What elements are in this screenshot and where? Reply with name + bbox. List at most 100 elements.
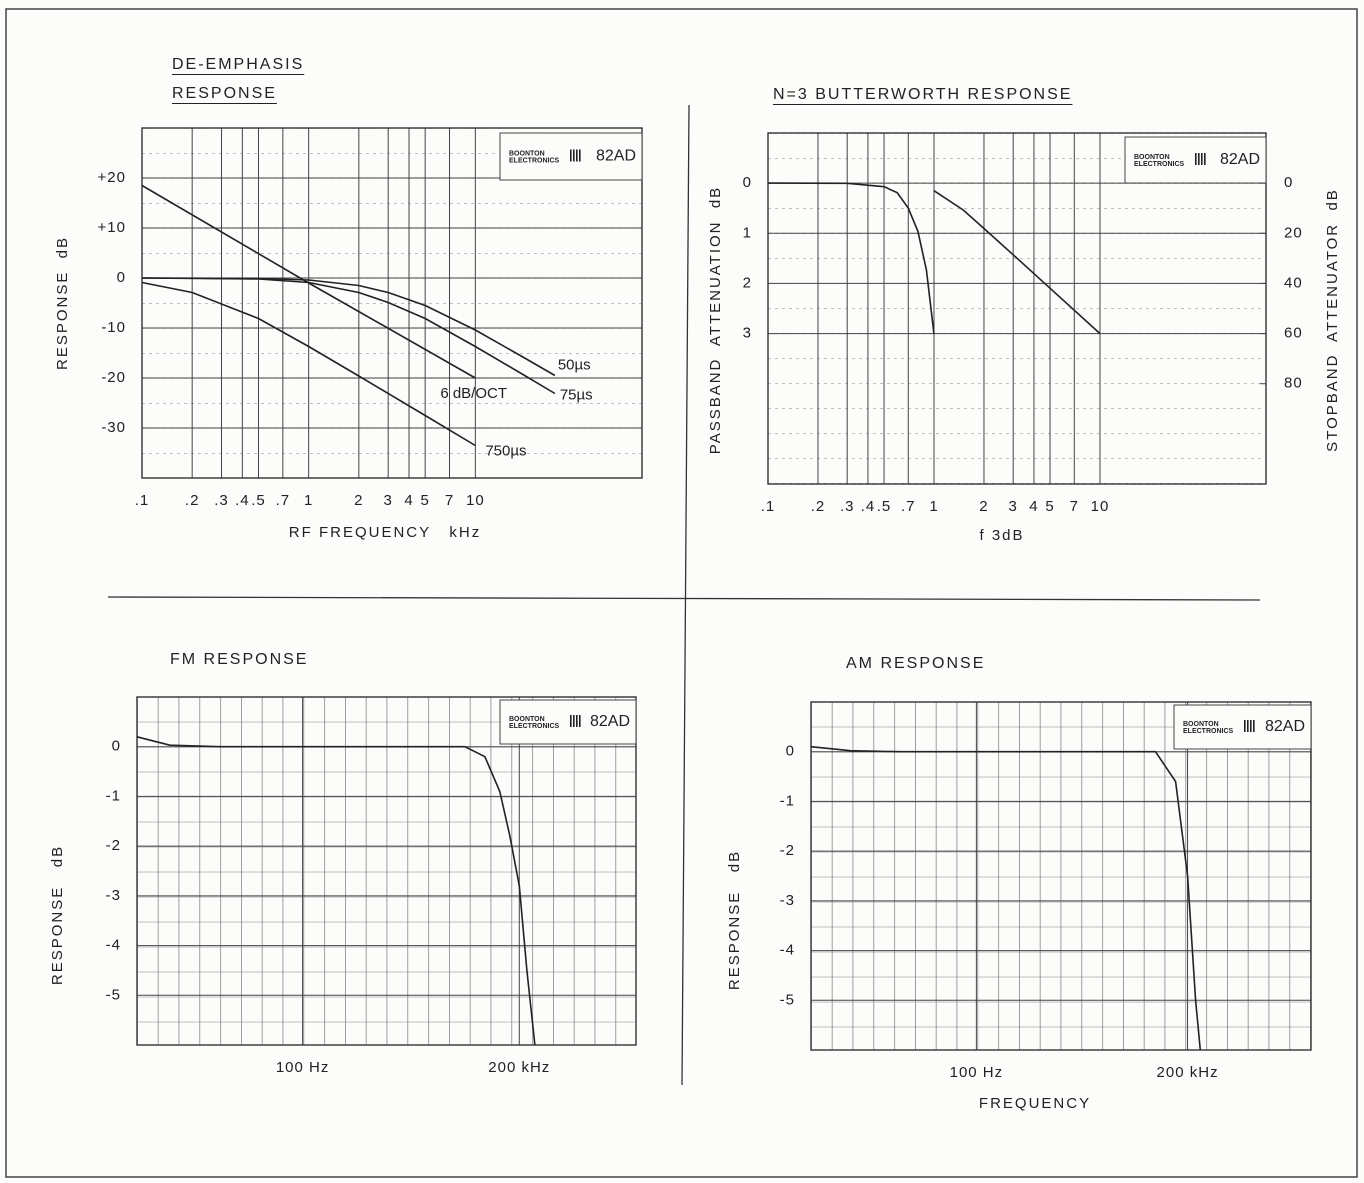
page-border (5, 8, 1358, 1178)
series-line (810, 745, 1202, 1051)
series-line (141, 281, 476, 447)
logo-mark (573, 149, 575, 162)
plot-frame (141, 127, 643, 479)
chart-title: DE-EMPHASIS RESPONSE (172, 56, 305, 102)
y-tick-label: +20 (98, 169, 126, 186)
series-line (933, 190, 1101, 335)
logo-brand: BOONTON (509, 150, 545, 157)
x-tick-label: 4 (1029, 498, 1038, 515)
x-axis-label: FREQUENCY (979, 1095, 1091, 1112)
y-tick-label: -3 (780, 892, 795, 909)
x-tick-label: 1 (929, 498, 938, 515)
x-axis-label: RF FREQUENCY kHz (289, 524, 481, 541)
logo-brand: ELECTRONICS (509, 723, 560, 730)
logo-model: 82AD (1220, 151, 1260, 168)
x-tick-label: 2 (979, 498, 988, 515)
logo-mark (1204, 153, 1206, 165)
divider (681, 104, 690, 1086)
y-tick-label: -10 (101, 319, 126, 336)
y-axis-label: RESPONSE dB (49, 845, 66, 985)
logo-brand: ELECTRONICS (509, 157, 560, 164)
y2-axis-label: STOPBAND ATTENUATOR dB (1324, 188, 1341, 452)
y-tick-label: -1 (106, 787, 121, 804)
y-tick-label: -4 (780, 942, 795, 959)
logo-mark (573, 715, 575, 727)
plot-area (811, 702, 1311, 1050)
series-label: 75µs (560, 386, 593, 403)
y-tick-label: 1 (743, 224, 752, 241)
logo-mark (570, 715, 572, 727)
y-tick-label: -20 (101, 369, 126, 386)
y-axis-label: RESPONSE dB (54, 236, 71, 370)
x-tick-label: .2 (811, 498, 826, 515)
x-tick-label: 10 (466, 492, 485, 509)
x-tick-label: 5 (420, 492, 429, 509)
plot-frame (136, 696, 637, 1046)
y-tick-label: 0 (112, 738, 121, 755)
series-line (141, 277, 556, 395)
logo-box (499, 699, 637, 745)
logo-mark (1198, 153, 1200, 165)
x-tick-label: .1 (761, 498, 776, 515)
series-label: 6 dB/OCT (440, 385, 507, 402)
logo-mark (1201, 153, 1203, 165)
x-tick-label: 1 (304, 492, 313, 509)
logo-brand: ELECTRONICS (1183, 728, 1234, 735)
x-tick-label: .3 (214, 492, 229, 509)
x-tick-label: .5 (251, 492, 266, 509)
logo-mark (570, 149, 572, 162)
series-label: 750µs (485, 442, 526, 459)
y2-tick-label: 60 (1284, 325, 1303, 342)
y-tick-label: -2 (106, 837, 121, 854)
logo-mark (1253, 720, 1255, 732)
y-tick-label: 2 (743, 274, 752, 291)
logo-mark (1250, 720, 1252, 732)
plot-frame (810, 701, 1312, 1051)
y-tick-label: -5 (780, 991, 795, 1008)
y-tick-label: 0 (117, 269, 126, 286)
chart-title: FM RESPONSE (170, 651, 309, 668)
series-line (136, 736, 536, 1046)
x-tick-label: .7 (901, 498, 916, 515)
y-tick-label: -2 (780, 842, 795, 859)
logo-model: 82AD (1265, 718, 1305, 735)
y-tick-label: 0 (743, 174, 752, 191)
y-axis-label: RESPONSE dB (726, 850, 743, 990)
logo-brand: BOONTON (1183, 721, 1219, 728)
x-tick-label: .4 (235, 492, 250, 509)
y-tick-label: -4 (106, 937, 121, 954)
series-line (767, 182, 935, 335)
x-axis-label: f 3dB (979, 527, 1024, 544)
x-tick-label: .2 (185, 492, 200, 509)
logo-box (1124, 136, 1267, 184)
y-tick-label: -5 (106, 986, 121, 1003)
y-tick-label: 3 (743, 325, 752, 342)
logo-brand: BOONTON (1134, 154, 1170, 161)
logo-mark (1195, 153, 1197, 165)
logo-mark (576, 715, 578, 727)
x-tick-label: 7 (445, 492, 454, 509)
series-label: 50µs (558, 356, 591, 373)
x-tick-label: .3 (840, 498, 855, 515)
divider (107, 596, 1261, 601)
y-tick-label: 0 (786, 743, 795, 760)
logo-model: 82AD (590, 713, 630, 730)
x-tick-label: 100 Hz (276, 1059, 330, 1076)
logo-mark (579, 715, 581, 727)
y2-tick-label: 0 (1284, 174, 1293, 191)
x-tick-label: .4 (861, 498, 876, 515)
y2-tick-label: 20 (1284, 224, 1303, 241)
y2-tick-label: 40 (1284, 274, 1303, 291)
y-tick-label: +10 (98, 219, 126, 236)
y-tick-label: -1 (780, 792, 795, 809)
logo-mark (1244, 720, 1246, 732)
y-axis-label: PASSBAND ATTENUATION dB (707, 186, 724, 454)
x-tick-label: 3 (384, 492, 393, 509)
x-tick-label: 10 (1091, 498, 1110, 515)
x-tick-label: 100 Hz (950, 1064, 1004, 1081)
x-tick-label: 3 (1009, 498, 1018, 515)
y-tick-label: -30 (101, 419, 126, 436)
x-tick-label: 200 kHz (1157, 1064, 1219, 1081)
